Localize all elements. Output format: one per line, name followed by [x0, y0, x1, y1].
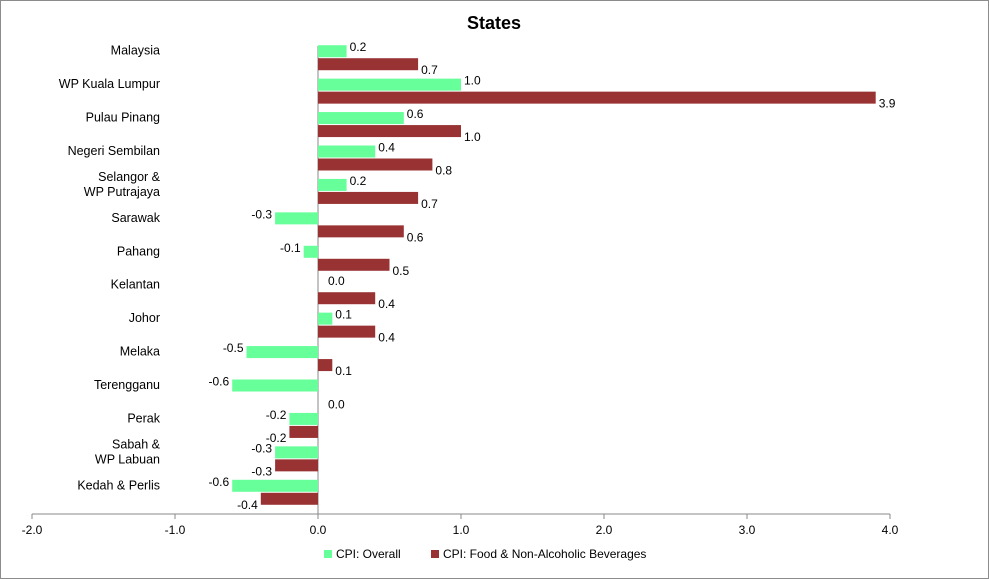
data-label-cpi-food: 0.4: [378, 297, 395, 311]
x-tick-label: 1.0: [453, 523, 470, 537]
legend-label-cpi-overall: CPI: Overall: [336, 547, 401, 561]
bar-cpi-food: [318, 125, 461, 138]
category-label: Melaka: [120, 345, 160, 359]
data-label-cpi-overall: 0.0: [328, 274, 345, 288]
data-label-cpi-food: 0.8: [435, 164, 452, 178]
bar-cpi-overall: [232, 379, 318, 392]
data-label-cpi-overall: 0.4: [378, 141, 395, 155]
bar-cpi-food: [318, 158, 433, 171]
category-label: Johor: [129, 311, 160, 325]
data-label-cpi-food: -0.2: [266, 431, 287, 445]
axis-layer: -2.0 -1.0 0.0 1.0 2.0 3.0 4.0 Malaysia WP Kuala …: [22, 44, 899, 537]
legend-swatch-cpi-food: [431, 550, 439, 558]
data-label-cpi-overall: -0.3: [251, 441, 272, 455]
bar-cpi-food: [318, 91, 876, 104]
data-label-cpi-overall: 0.6: [407, 107, 424, 121]
bar-cpi-overall: [318, 145, 376, 158]
category-label: Kedah & Perlis: [77, 478, 160, 492]
bar-cpi-overall: [303, 245, 318, 258]
x-tick-label: -2.0: [22, 523, 43, 537]
data-label-cpi-overall: 0.1: [335, 308, 352, 322]
x-tick-label: 0.0: [310, 523, 327, 537]
bar-cpi-overall: [318, 178, 347, 191]
bar-cpi-overall: [318, 312, 333, 325]
data-label-cpi-overall: -0.6: [209, 375, 230, 389]
bar-cpi-food: [318, 359, 333, 372]
category-label: Terengganu: [94, 378, 160, 392]
chart-title: States: [467, 13, 521, 33]
category-label: Negeri Sembilan: [68, 144, 160, 158]
data-label-cpi-food: 0.0: [328, 398, 345, 412]
x-tick-label: 2.0: [596, 523, 613, 537]
x-tick-label: 4.0: [882, 523, 899, 537]
bar-cpi-overall: [318, 78, 461, 91]
data-label-cpi-overall: 1.0: [464, 74, 481, 88]
x-tick-label: 3.0: [739, 523, 756, 537]
data-label-cpi-food: 3.9: [879, 97, 896, 111]
data-label-cpi-overall: -0.6: [209, 475, 230, 489]
bar-cpi-overall: [289, 412, 318, 425]
category-label: Pulau Pinang: [86, 111, 160, 125]
data-label-cpi-food: 0.1: [335, 364, 352, 378]
bar-cpi-overall: [232, 479, 318, 492]
bar-cpi-food: [318, 292, 376, 305]
bar-cpi-food: [260, 492, 318, 505]
category-label: Sarawak: [111, 211, 160, 225]
category-label: Malaysia: [111, 44, 160, 58]
data-label-cpi-food: 0.6: [407, 230, 424, 244]
category-label: Perak: [127, 411, 160, 425]
bar-cpi-overall: [318, 112, 404, 125]
legend-label-cpi-food: CPI: Food & Non-Alcoholic Beverages: [443, 547, 646, 561]
bar-cpi-overall: [318, 45, 347, 58]
data-label-cpi-overall: -0.2: [266, 408, 287, 422]
labels-layer: 0.2 0.7 1.0 3.9 0.6 1.0 0.4 0.8 0.2 0.7 -0.3 0.6 -0.…: [209, 40, 896, 512]
category-label: Sabah & WP Labuan: [95, 437, 161, 466]
data-label-cpi-overall: -0.3: [251, 207, 272, 221]
bar-cpi-food: [318, 258, 390, 271]
data-label-cpi-overall: 0.2: [350, 174, 367, 188]
bar-cpi-food: [318, 325, 376, 338]
data-label-cpi-overall: 0.2: [350, 40, 367, 54]
data-label-cpi-food: -0.4: [237, 498, 258, 512]
data-label-cpi-food: -0.3: [251, 464, 272, 478]
bar-cpi-food: [275, 459, 318, 472]
bar-cpi-overall: [275, 446, 318, 459]
category-label: Selangor & WP Putrajaya: [84, 170, 161, 199]
x-tick-label: -1.0: [165, 523, 186, 537]
bar-cpi-overall: [246, 346, 318, 359]
bar-cpi-food: [318, 191, 419, 204]
bar-cpi-food: [318, 58, 419, 71]
data-label-cpi-food: 0.4: [378, 331, 395, 345]
data-label-cpi-food: 0.5: [393, 264, 410, 278]
category-label: Pahang: [117, 244, 160, 258]
data-label-cpi-food: 0.7: [421, 63, 438, 77]
category-label: Kelantan: [111, 278, 160, 292]
data-label-cpi-food: 1.0: [464, 130, 481, 144]
bar-cpi-food: [289, 425, 318, 438]
data-label-cpi-overall: -0.1: [280, 241, 301, 255]
category-label: WP Kuala Lumpur: [59, 77, 160, 91]
legend: CPI: Overall CPI: Food & Non-Alcoholic Be…: [324, 547, 646, 561]
bars-layer: [232, 45, 876, 505]
data-label-cpi-overall: -0.5: [223, 341, 244, 355]
data-label-cpi-food: 0.7: [421, 197, 438, 211]
bar-cpi-overall: [275, 212, 318, 225]
legend-swatch-cpi-overall: [324, 550, 332, 558]
bar-cpi-food: [318, 225, 404, 238]
